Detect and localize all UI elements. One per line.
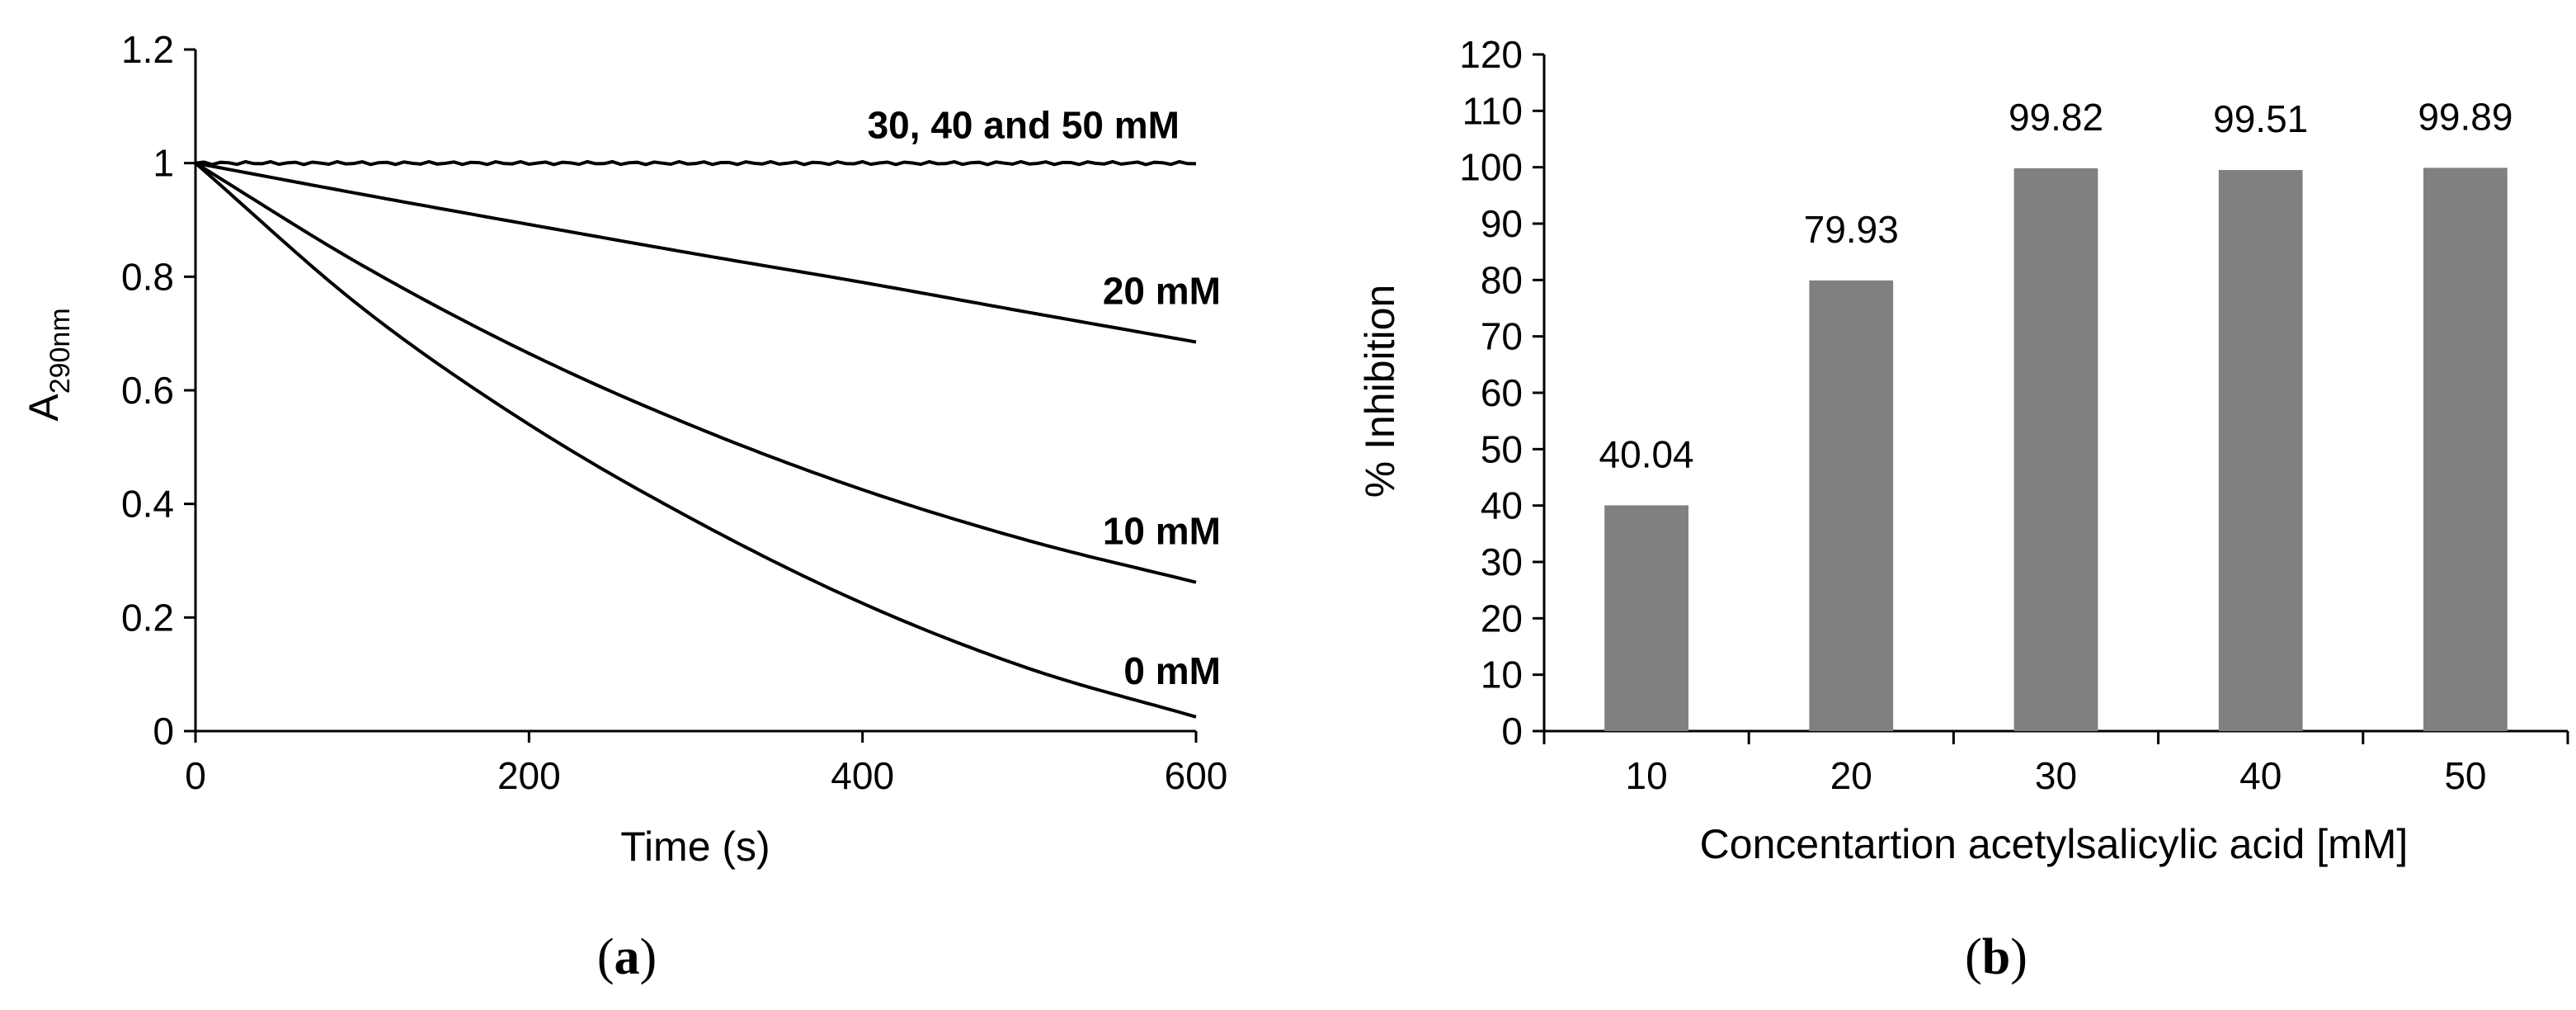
y-tick-label-a: 0.6 [121, 369, 174, 412]
bars-b: 40.04 79.93 99.82 99.51 99.89 [1599, 95, 2512, 732]
bar-b [2423, 168, 2508, 731]
series-label-a: 20 mM [1103, 269, 1221, 312]
y-tick-label-b: 50 [1481, 427, 1523, 470]
series-line-a [194, 161, 1197, 584]
bar-b [1809, 280, 1894, 732]
axes-a [184, 48, 1198, 743]
x-tick-label-b: 50 [2444, 754, 2486, 797]
y-tick-label-a: 1.2 [121, 28, 174, 71]
bar-value-label-b: 99.82 [2009, 96, 2103, 139]
panel-label-b-letter: b [1982, 929, 2010, 985]
y-tick-label-b: 90 [1481, 202, 1523, 245]
y-axis-label-a: A290nm [21, 308, 76, 421]
series-label-a: 10 mM [1103, 510, 1221, 553]
y-axis-label-a-subscript: 290nm [45, 308, 76, 394]
tick-labels-a: 0 0.2 0.4 0.6 0.8 1 1.2 0 200 400 600 [121, 28, 1227, 797]
y-tick-label-a: 0.4 [121, 483, 174, 526]
series-label-a: 0 mM [1123, 649, 1221, 692]
y-tick-label-a: 0.8 [121, 255, 174, 298]
tick-labels-b: 0 10 20 30 40 50 60 70 80 90 100 110 120 10 20 30 40 50 [1459, 33, 2486, 797]
series-group-a: 30, 40 and 50 mM 20 mM 10 mM 0 mM [194, 104, 1221, 719]
y-tick-label-b: 10 [1481, 654, 1523, 696]
bar-value-label-b: 99.89 [2418, 95, 2512, 138]
series-label-a: 30, 40 and 50 mM [868, 104, 1180, 147]
y-axis-label-b: % Inhibition [1357, 285, 1403, 498]
y-tick-label-b: 110 [1462, 89, 1523, 132]
bar-value-label-b: 99.51 [2213, 97, 2308, 140]
bar-value-label-b: 79.93 [1804, 208, 1899, 251]
panel-label-a-close: ) [640, 929, 657, 985]
line-chart-a: 30, 40 and 50 mM 20 mM 10 mM 0 mM 0 0.2 0.4 0.… [21, 28, 1227, 985]
y-tick-label-b: 30 [1481, 540, 1523, 583]
x-axis-label-a: Time (s) [620, 824, 770, 870]
x-tick-label-b: 10 [1626, 754, 1668, 797]
x-tick-label-a: 0 [185, 754, 206, 797]
x-tick-label-a: 200 [497, 754, 561, 797]
x-tick-label-a: 600 [1165, 754, 1228, 797]
y-tick-label-b: 120 [1459, 33, 1523, 76]
bar-chart-b: 40.04 79.93 99.82 99.51 99.89 0 10 20 30 40 50 60 7… [1357, 33, 2569, 985]
y-tick-label-a: 0.2 [121, 596, 174, 639]
panel-label-b-open: ( [1965, 929, 1982, 985]
y-tick-label-b: 40 [1481, 484, 1523, 527]
y-tick-label-b: 60 [1481, 371, 1523, 414]
series-line-a [195, 161, 1197, 344]
panel-label-a-open: ( [597, 929, 615, 985]
y-tick-label-a: 0 [153, 710, 174, 753]
bar-b [1604, 505, 1688, 731]
series-line-a [195, 159, 1197, 167]
bar-b [2218, 170, 2303, 731]
y-axis-label-a-main: A [21, 394, 67, 422]
y-tick-label-b: 100 [1459, 146, 1523, 189]
y-tick-label-a: 1 [153, 142, 174, 185]
x-tick-label-b: 20 [1830, 754, 1872, 797]
bar-value-label-b: 40.04 [1599, 432, 1694, 475]
y-tick-label-b: 80 [1481, 258, 1523, 301]
x-tick-label-a: 400 [831, 754, 894, 797]
panel-label-b: (b) [1965, 929, 2027, 985]
x-axis-label-b: Concentartion acetylsalicylic acid [mM] [1700, 821, 2409, 867]
panel-label-a: (a) [597, 929, 657, 985]
y-tick-label-b: 20 [1481, 597, 1523, 640]
y-tick-label-b: 0 [1501, 710, 1523, 753]
x-tick-label-b: 40 [2239, 754, 2282, 797]
series-line-a [194, 162, 1197, 719]
x-tick-label-b: 30 [2035, 754, 2077, 797]
panel-label-a-letter: a [615, 929, 640, 985]
bar-b [2013, 168, 2098, 731]
panel-label-b-close: ) [2010, 929, 2027, 985]
y-tick-label-b: 70 [1481, 315, 1523, 358]
